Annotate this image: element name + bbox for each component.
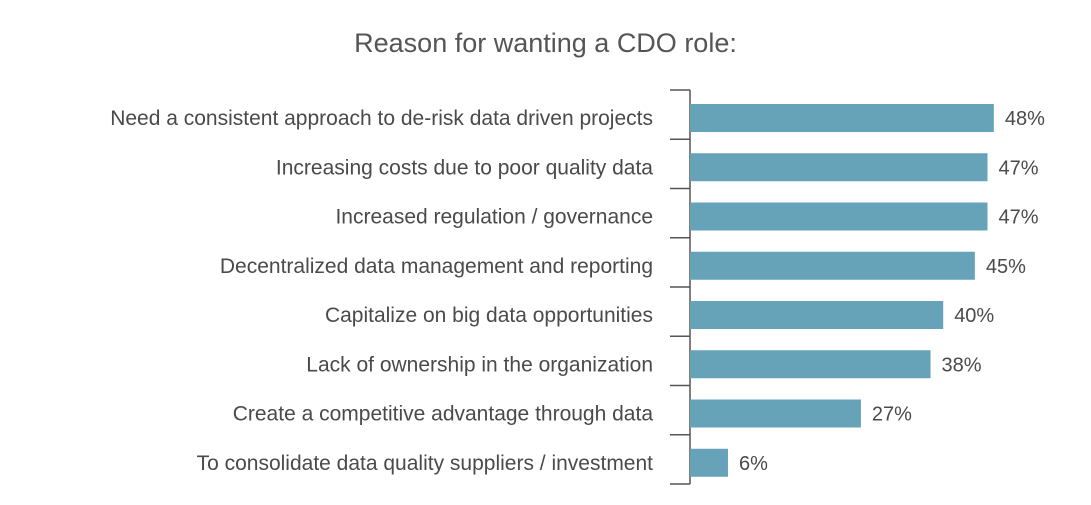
data-label: 45% (986, 256, 1026, 278)
bar (690, 104, 994, 132)
data-label: 38% (942, 354, 982, 376)
chart-title: Reason for wanting a CDO role: (354, 28, 737, 58)
data-label: 6% (739, 453, 768, 475)
category-label: Increased regulation / governance (335, 206, 653, 229)
bar (690, 448, 728, 477)
data-label: 27% (872, 404, 912, 426)
category-label: Need a consistent approach to de-risk da… (110, 107, 653, 130)
category-label: Lack of ownership in the organization (306, 353, 653, 376)
category-label: Increasing costs due to poor quality dat… (276, 156, 653, 179)
category-label: Create a competitive advantage through d… (233, 403, 654, 426)
data-label: 47% (999, 207, 1039, 229)
data-label: 48% (1005, 108, 1045, 130)
category-label: To consolidate data quality suppliers / … (197, 452, 654, 475)
data-label: 47% (999, 157, 1039, 179)
category-label: Decentralized data management and report… (220, 255, 653, 278)
data-label: 40% (954, 305, 994, 327)
bar (690, 202, 988, 231)
bar (690, 399, 861, 428)
bar (690, 153, 988, 182)
category-label: Capitalize on big data opportunities (325, 304, 653, 327)
bar (690, 350, 931, 379)
bar (690, 251, 975, 280)
bar (690, 301, 944, 329)
